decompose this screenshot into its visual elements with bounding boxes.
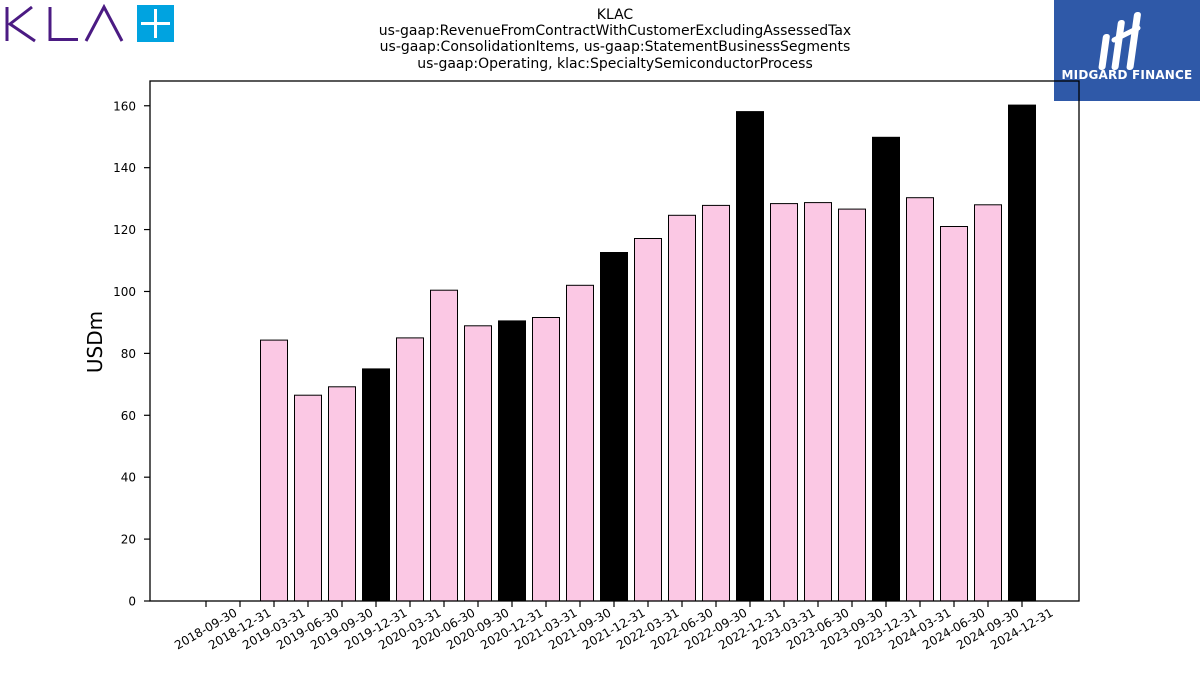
bar-2020-12-31 — [498, 320, 526, 602]
bar-2019-09-30 — [328, 386, 356, 602]
y-axis-label: USDm — [83, 311, 107, 373]
chart-title: KLAC us-gaap:RevenueFromContractWithCust… — [315, 7, 915, 72]
y-tick-label: 80 — [121, 347, 136, 361]
bar-2022-12-31 — [736, 111, 764, 602]
brand-logo-icon — [1098, 12, 1141, 70]
bar-2021-03-31 — [532, 317, 560, 602]
chart-title-line: us-gaap:Operating, klac:SpecialtySemicon… — [417, 55, 813, 72]
bar-2024-03-31 — [906, 197, 934, 602]
y-tick-label: 160 — [113, 99, 136, 113]
bar-2023-09-30 — [838, 208, 866, 602]
x-axis: 2018-09-302018-12-312019-03-312019-06-30… — [172, 601, 1056, 652]
bar-2020-06-30 — [430, 289, 458, 602]
bar-2022-03-31 — [634, 238, 662, 602]
chart-title-line: us-gaap:ConsolidationItems, us-gaap:Stat… — [379, 39, 851, 56]
kla-letters — [5, 4, 124, 43]
bar-2021-09-30 — [566, 284, 594, 602]
y-tick-label: 140 — [113, 161, 136, 175]
y-tick-label: 120 — [113, 223, 136, 237]
bar-2019-12-31 — [362, 368, 390, 602]
bars — [260, 104, 1036, 602]
bar-2021-12-31 — [600, 252, 628, 602]
brand-badge: MIDGARD FINANCE — [1054, 0, 1200, 101]
bar-2024-09-30 — [974, 204, 1002, 602]
bar-2023-12-31 — [872, 136, 900, 602]
y-axis: 0 20 40 60 80 100 120 140 160 — [113, 99, 150, 609]
y-tick-label: 40 — [121, 471, 136, 485]
bar-2022-09-30 — [702, 204, 730, 602]
bar-2019-06-30 — [294, 394, 322, 602]
bar-2019-03-31 — [260, 339, 288, 602]
bar-2023-06-30 — [804, 202, 832, 602]
y-tick-label: 0 — [128, 595, 136, 609]
chart-title-line: KLAC — [596, 7, 634, 23]
bar-2023-03-31 — [770, 203, 798, 602]
bar-2024-12-31 — [1008, 104, 1036, 602]
kla-logo — [5, 4, 174, 43]
bar-2024-06-30 — [940, 226, 968, 602]
chart-title-line: us-gaap:RevenueFromContractWithCustomerE… — [378, 23, 852, 40]
y-tick-label: 20 — [121, 533, 136, 547]
bar-2022-06-30 — [668, 214, 696, 602]
y-tick-label: 60 — [121, 409, 136, 423]
brand-name: MIDGARD FINANCE — [1061, 68, 1193, 82]
y-tick-label: 100 — [113, 285, 136, 299]
bar-2020-09-30 — [464, 325, 492, 602]
plus-icon — [137, 5, 174, 42]
bar-2020-03-31 — [396, 337, 424, 602]
